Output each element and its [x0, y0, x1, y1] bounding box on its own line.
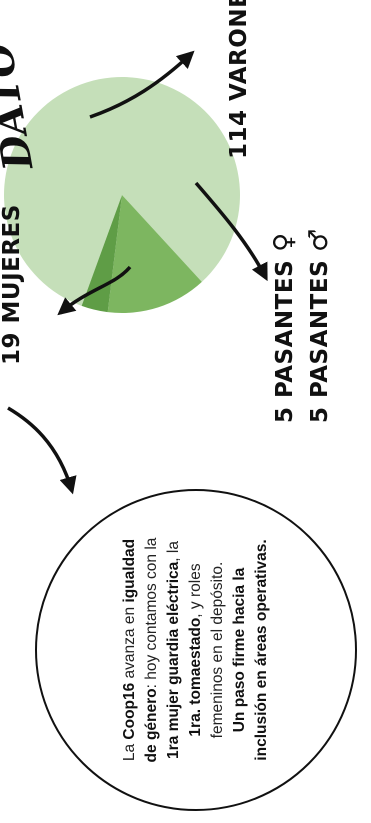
info-text-closing: Un paso firme hacia la inclusión en área… — [231, 539, 270, 761]
info-text-bold: 1ra. tomaestado — [187, 617, 204, 737]
mujeres-label: 19 MUJERES — [0, 204, 25, 365]
arrow-to-pasantes — [194, 181, 268, 282]
info-text-segment: : hoy contamos con la — [143, 537, 160, 689]
info-text-segment: La — [121, 739, 138, 762]
info-text-bold: Coop16 — [121, 682, 138, 740]
info-circle: La Coop16 avanza en igualdad de género: … — [35, 489, 357, 811]
info-text-segment: avanza en — [121, 602, 138, 683]
arrow-to-info-circle — [7, 406, 77, 495]
pie-slice-19-mujeres — [107, 195, 202, 313]
pasantes-male-label: 5 PASANTES — [307, 259, 333, 423]
arrow-to-varones — [89, 50, 195, 119]
female-symbol-icon: ♀ — [269, 232, 299, 252]
info-text: La Coop16 avanza en igualdad de género: … — [119, 536, 273, 764]
pie-slice-5-pasantes — [81, 195, 122, 313]
info-text-segment: , la — [165, 541, 182, 562]
info-text-bold: 1ra mujer guardia eléctrica — [165, 561, 182, 759]
varones-label: 114 VARONES — [226, 0, 252, 159]
arrow-to-mujeres — [57, 265, 132, 316]
pie-slice-114-varones — [3, 77, 240, 306]
pasantes-male-row: 5 PASANTES ♂ — [304, 228, 334, 423]
pasantes-female-label: 5 PASANTES — [272, 259, 298, 423]
male-symbol-icon: ♂ — [304, 228, 334, 252]
pasantes-female-row: 5 PASANTES ♀ — [269, 232, 299, 423]
